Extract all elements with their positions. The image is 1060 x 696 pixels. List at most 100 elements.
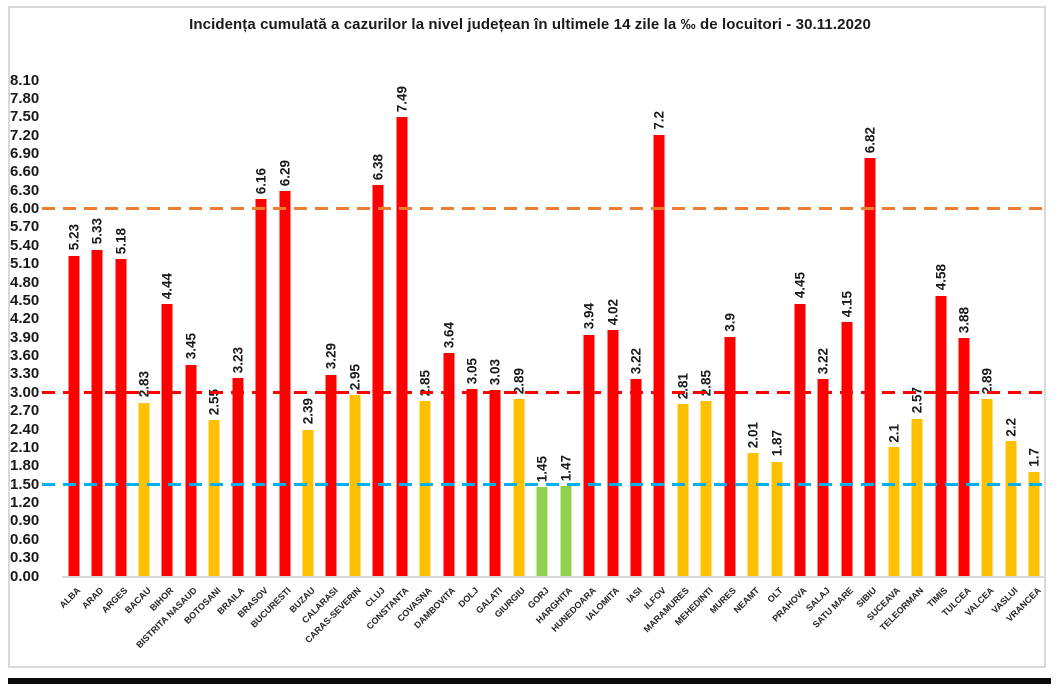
lower-threshold-1-5-line — [42, 482, 1046, 486]
y-tick-label: 3.60 — [10, 347, 40, 365]
bar-mehedinti — [700, 401, 712, 576]
bar-value-label: 5.23 — [65, 224, 81, 251]
y-tick-label: 5.40 — [10, 236, 40, 254]
bar-iasi — [630, 378, 642, 576]
bar-slot: 6.29 — [273, 80, 296, 576]
bar-value-label: 3.29 — [323, 343, 339, 370]
bar-slot: 3.45 — [179, 80, 202, 576]
y-tick-label: 0.00 — [10, 567, 40, 585]
chart-title: Incidența cumulată a cazurilor la nivel … — [189, 16, 871, 33]
bar-giurgiu — [513, 399, 525, 576]
bar-slot: 3.88 — [952, 80, 975, 576]
y-tick-label: 3.90 — [10, 328, 40, 346]
bar-slot: 2.89 — [976, 80, 999, 576]
bar-slot: 6.82 — [859, 80, 882, 576]
y-tick-label: 7.50 — [10, 108, 40, 126]
bar-bistrita-nasaud — [185, 364, 197, 576]
bar-slot: 5.18 — [109, 80, 132, 576]
bar-brasov — [255, 198, 267, 576]
bar-bihor — [161, 304, 173, 576]
bar-slot: 3.22 — [624, 80, 647, 576]
bar-value-label: 4.02 — [604, 298, 620, 325]
y-tick-label: 6.00 — [10, 200, 40, 218]
bar-value-label: 3.22 — [815, 347, 831, 374]
bar-slot: 6.16 — [249, 80, 272, 576]
bar-ilfov — [653, 135, 665, 576]
bar-slot: 2.85 — [695, 80, 718, 576]
bar-slot: 3.23 — [226, 80, 249, 576]
bar-value-label: 5.18 — [112, 227, 128, 254]
bar-slot: 2.57 — [905, 80, 928, 576]
bar-maramures — [677, 403, 689, 576]
bar-ialomita — [607, 329, 619, 576]
bar-slot: 7.2 — [648, 80, 671, 576]
bar-slot: 3.22 — [812, 80, 835, 576]
bar-prahova — [794, 303, 806, 576]
bar-buzau — [302, 429, 314, 576]
y-tick-label: 7.20 — [10, 126, 40, 144]
bar-value-label: 7.2 — [651, 111, 667, 131]
bar-value-label: 5.33 — [89, 218, 105, 245]
bar-salaj — [817, 378, 829, 576]
y-tick-label: 3.30 — [10, 365, 40, 383]
bar-slot: 3.94 — [577, 80, 600, 576]
bar-value-label: 4.58 — [932, 264, 948, 291]
bar-value-label: 1.87 — [768, 430, 784, 457]
bar-slot: 1.87 — [765, 80, 788, 576]
y-tick-label: 4.80 — [10, 273, 40, 291]
bar-arad — [91, 249, 103, 576]
bar-dolj — [466, 389, 478, 576]
bar-hunedoara — [583, 334, 595, 576]
bar-value-label: 3.64 — [440, 321, 456, 349]
bar-braila — [232, 378, 244, 576]
y-tick-label: 7.80 — [10, 89, 40, 107]
bar-value-label: 4.15 — [839, 290, 855, 317]
bar-constanta — [396, 117, 408, 576]
y-tick-label: 2.10 — [10, 438, 40, 456]
y-tick-label: 3.00 — [10, 383, 40, 401]
bar-value-label: 1.45 — [534, 455, 550, 483]
x-label-olt: OLT — [765, 585, 785, 605]
bar-vaslui — [1005, 441, 1017, 576]
bar-slot: 2.55 — [203, 80, 226, 576]
bar-value-label: 4.44 — [159, 272, 175, 300]
y-tick-label: 4.20 — [10, 310, 40, 328]
bar-slot: 1.47 — [554, 80, 577, 576]
bar-alba — [68, 255, 80, 576]
bar-slot: 2.95 — [343, 80, 366, 576]
bar-slot: 3.29 — [320, 80, 343, 576]
bar-value-label: 6.16 — [253, 167, 269, 194]
bar-slot: 2.1 — [882, 80, 905, 576]
bar-mures — [724, 337, 736, 576]
bar-value-label: 2.95 — [347, 364, 363, 391]
bar-value-label: 3.22 — [628, 347, 644, 374]
bar-value-label: 3.23 — [229, 346, 245, 374]
bar-value-label: 1.47 — [557, 454, 573, 481]
bar-slot: 6.38 — [367, 80, 390, 576]
bar-slot: 2.85 — [413, 80, 436, 576]
y-tick-label: 4.50 — [10, 291, 40, 309]
bar-calarasi — [325, 374, 337, 576]
y-tick-label: 5.10 — [10, 255, 40, 273]
middle-threshold-3-line — [42, 390, 1046, 394]
bar-slot: 2.81 — [671, 80, 694, 576]
bar-slot: 5.33 — [85, 80, 108, 576]
bar-value-label: 1.7 — [1026, 448, 1042, 467]
bar-tulcea — [958, 338, 970, 576]
y-tick-label: 1.50 — [10, 475, 40, 493]
y-tick-label: 0.30 — [10, 549, 40, 567]
bar-value-label: 7.49 — [393, 86, 409, 113]
bar-value-label: 3.03 — [487, 359, 503, 386]
bar-timis — [935, 295, 947, 576]
bar-slot: 4.45 — [788, 80, 811, 576]
y-tick-label: 6.30 — [10, 181, 40, 199]
y-tick-label: 0.60 — [10, 530, 40, 548]
bottom-divider — [8, 678, 1051, 684]
bar-gorj — [536, 487, 548, 576]
bar-slot: 2.89 — [507, 80, 530, 576]
bar-value-label: 6.38 — [370, 154, 386, 181]
bar-harghita — [560, 486, 572, 576]
bar-arges — [115, 258, 127, 576]
bar-value-label: 2.1 — [885, 423, 901, 443]
